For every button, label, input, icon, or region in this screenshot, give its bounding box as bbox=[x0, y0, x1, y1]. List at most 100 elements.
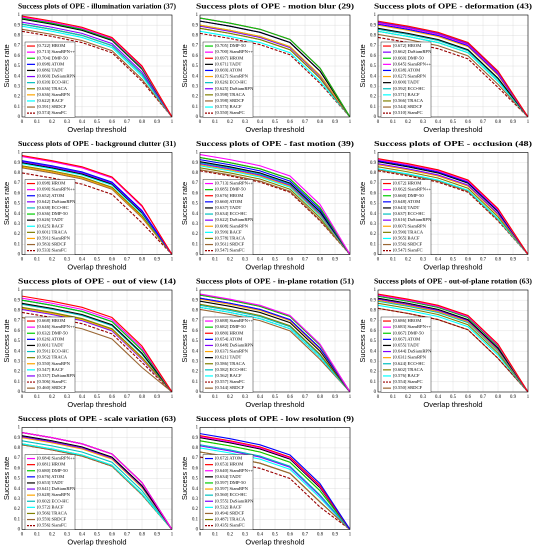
x-tick-label: 0.2 bbox=[227, 395, 234, 400]
legend-label: [0.602] TRACA bbox=[393, 367, 424, 372]
y-tick-label: 0.9 bbox=[14, 298, 21, 303]
axes-frame bbox=[199, 14, 351, 118]
success-curve bbox=[200, 447, 350, 530]
legend-label: [0.559] SRDCF bbox=[37, 517, 67, 522]
y-axis-label: Success rate bbox=[180, 44, 189, 87]
legend-label: [0.676] ATOM bbox=[37, 474, 64, 479]
legend-label: [0.566] TRACA bbox=[37, 511, 68, 516]
x-tick-label: 0.5 bbox=[94, 533, 101, 538]
x-tick-label: 0.6 bbox=[109, 533, 116, 538]
y-tick-label: 0.5 bbox=[370, 339, 377, 344]
x-tick-label: 0.4 bbox=[257, 533, 264, 538]
legend-box bbox=[380, 316, 432, 393]
y-tick-label: 0.4 bbox=[370, 212, 377, 217]
x-tick-label: 0.8 bbox=[317, 258, 324, 263]
y-tick-label: 0.2 bbox=[370, 370, 377, 375]
success-curve bbox=[22, 443, 172, 530]
legend-label: [0.600] TADT bbox=[393, 80, 420, 85]
success-curve bbox=[200, 167, 350, 255]
y-tick-label: 0.9 bbox=[14, 23, 21, 28]
legend-label: [0.628] SiamRPN bbox=[37, 492, 71, 497]
success-curve bbox=[200, 153, 350, 255]
y-tick-label: 0.6 bbox=[14, 191, 21, 196]
x-tick-label: 0.3 bbox=[242, 395, 249, 400]
legend-box bbox=[24, 316, 76, 393]
success-curve bbox=[378, 170, 528, 255]
x-tick-label: 0.4 bbox=[79, 533, 86, 538]
legend-label: [0.704] DMP-50 bbox=[37, 55, 68, 60]
legend-label: [0.672] ATOM bbox=[215, 456, 242, 461]
x-tick-label: 0 bbox=[377, 258, 380, 263]
subplot: Success plots of OPE - illumination vari… bbox=[2, 3, 177, 134]
legend-label: [0.636] DMP-50 bbox=[37, 211, 68, 216]
legend-label: [0.653] HROM bbox=[215, 462, 243, 467]
legend-label: [0.627] SiamRPN bbox=[393, 74, 427, 79]
legend-label: [0.632] DMP-50 bbox=[37, 330, 68, 335]
y-tick-label: 0.7 bbox=[370, 181, 377, 186]
success-curve bbox=[200, 17, 350, 117]
axes-frame bbox=[199, 152, 351, 255]
y-tick-label: 0 bbox=[374, 390, 377, 395]
legend-label: [0.671] TADT bbox=[215, 61, 242, 66]
success-curve bbox=[200, 433, 350, 530]
y-tick-label: 0.1 bbox=[14, 242, 21, 247]
x-tick-label: 0.5 bbox=[94, 120, 101, 125]
success-curve bbox=[22, 297, 172, 392]
y-tick-label: 0.9 bbox=[192, 298, 199, 303]
x-tick-label: 0 bbox=[199, 395, 202, 400]
legend-label: [0.668] HROM bbox=[37, 318, 65, 323]
legend-label: [0.565] BACF bbox=[393, 236, 420, 241]
x-axis-label: Overlap threshold bbox=[67, 262, 126, 271]
legend-label: [0.686] HROM bbox=[393, 318, 421, 323]
chart-title: Success plots of OPE - low resolution (9… bbox=[196, 415, 355, 423]
success-curve bbox=[22, 25, 172, 117]
y-tick-label: 0 bbox=[196, 390, 199, 395]
legend-label: [0.435] SiamFC bbox=[215, 523, 245, 528]
legend-label: [0.639] ECO-HC bbox=[37, 80, 69, 85]
y-axis-label: Success rate bbox=[358, 44, 367, 87]
legend-label: [0.680] DMP-50 bbox=[37, 468, 68, 473]
x-tick-label: 0.2 bbox=[49, 258, 56, 263]
subplot: Success plots of OPE - out of view (14) 0… bbox=[2, 278, 177, 409]
y-tick-label: 0.8 bbox=[192, 308, 199, 313]
y-tick-label: 0 bbox=[18, 528, 21, 533]
x-tick-label: 0.3 bbox=[420, 258, 427, 263]
legend-label: [0.601] TADT bbox=[37, 343, 64, 348]
y-tick-label: 0.1 bbox=[192, 242, 199, 247]
success-curve bbox=[22, 28, 172, 117]
y-tick-label: 0.3 bbox=[192, 497, 199, 502]
x-axis-label: Overlap threshold bbox=[245, 537, 304, 546]
x-tick-label: 0.4 bbox=[435, 258, 442, 263]
x-tick-label: 0.5 bbox=[272, 120, 279, 125]
legend-label: [0.487] TRACA bbox=[215, 517, 246, 522]
y-tick-label: 0.6 bbox=[370, 329, 377, 334]
y-tick-label: 0.7 bbox=[192, 456, 199, 461]
y-tick-label: 0.5 bbox=[370, 64, 377, 69]
legend-label: [0.510] SiamFC bbox=[393, 110, 423, 115]
success-curve bbox=[22, 15, 172, 117]
legend-label: [0.550] SRDCF bbox=[393, 385, 423, 390]
x-tick-label: 0.2 bbox=[49, 120, 56, 125]
x-axis-label: Overlap threshold bbox=[67, 125, 126, 134]
x-tick-label: 0.9 bbox=[510, 258, 517, 263]
x-tick-label: 0.3 bbox=[420, 120, 427, 125]
y-axis-label: Success rate bbox=[2, 182, 11, 225]
y-tick-label: 0.7 bbox=[192, 319, 199, 324]
x-tick-label: 0.4 bbox=[79, 395, 86, 400]
success-curve bbox=[200, 444, 350, 530]
x-tick-label: 0 bbox=[377, 120, 380, 125]
x-tick-label: 0.6 bbox=[109, 395, 116, 400]
chart-title: Success plots of OPE - in-plane rotation… bbox=[196, 278, 355, 286]
legend-label: [0.621] TADT bbox=[215, 355, 242, 360]
axes-frame bbox=[377, 289, 529, 393]
x-tick-label: 0.2 bbox=[227, 533, 234, 538]
y-axis-label: Success rate bbox=[358, 182, 367, 225]
x-tick-label: 0.2 bbox=[405, 258, 412, 263]
legend-label: [0.547] SiamFC bbox=[393, 248, 423, 253]
subplot: Success plots of OPE - out-of-plane rota… bbox=[358, 278, 533, 409]
y-tick-label: 0.3 bbox=[14, 84, 21, 89]
legend-label: [0.636] TRACA bbox=[37, 86, 68, 91]
success-curve bbox=[200, 303, 350, 392]
y-tick-label: 0.6 bbox=[14, 466, 21, 471]
y-tick-label: 0.4 bbox=[370, 74, 377, 79]
